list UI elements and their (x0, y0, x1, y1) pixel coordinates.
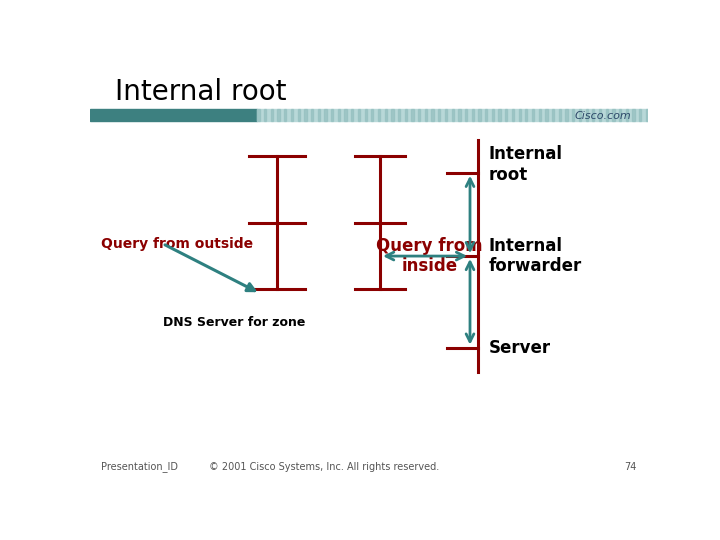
Bar (451, 109, 454, 121)
Bar (445, 109, 447, 121)
Bar (351, 109, 354, 121)
Bar (411, 109, 414, 121)
Bar (619, 109, 621, 121)
Bar (599, 109, 601, 121)
Bar (472, 109, 474, 121)
Bar (277, 109, 279, 121)
Bar (539, 109, 541, 121)
Bar (565, 109, 567, 121)
Bar (331, 109, 333, 121)
Bar (478, 109, 481, 121)
Bar (291, 109, 293, 121)
Bar (545, 109, 547, 121)
Bar (632, 109, 634, 121)
Bar (438, 109, 441, 121)
Bar (284, 109, 287, 121)
Bar (532, 109, 534, 121)
Text: Cisco.com: Cisco.com (575, 111, 631, 120)
Bar (431, 109, 433, 121)
Bar (639, 109, 642, 121)
Bar (258, 109, 260, 121)
Bar (505, 109, 508, 121)
Bar (271, 109, 273, 121)
Text: Presentation_ID: Presentation_ID (101, 461, 178, 472)
Bar (592, 109, 595, 121)
Bar (378, 109, 380, 121)
Bar (606, 109, 608, 121)
Bar (518, 109, 521, 121)
Bar (498, 109, 500, 121)
Bar (344, 109, 347, 121)
Bar (418, 109, 420, 121)
Bar (552, 109, 554, 121)
Bar (324, 109, 327, 121)
Text: © 2001 Cisco Systems, Inc. All rights reserved.: © 2001 Cisco Systems, Inc. All rights re… (210, 462, 439, 472)
Bar (559, 109, 561, 121)
Bar (358, 109, 360, 121)
Bar (646, 109, 648, 121)
Bar (392, 109, 394, 121)
Bar (297, 109, 300, 121)
Bar (465, 109, 467, 121)
Bar (492, 109, 494, 121)
Bar (305, 109, 307, 121)
Text: Internal
forwarder: Internal forwarder (489, 237, 582, 275)
Bar (526, 109, 528, 121)
Text: Internal
root: Internal root (489, 145, 563, 184)
Text: Server: Server (489, 339, 551, 356)
Text: Query from outside: Query from outside (101, 237, 253, 251)
Bar (398, 109, 400, 121)
Bar (364, 109, 366, 121)
Bar (264, 109, 266, 121)
Bar (405, 109, 407, 121)
Bar (311, 109, 313, 121)
Bar (372, 109, 374, 121)
Text: 74: 74 (624, 462, 637, 472)
Bar (384, 109, 387, 121)
Bar (612, 109, 615, 121)
Bar (458, 109, 461, 121)
Bar (90, 109, 258, 121)
Bar (425, 109, 427, 121)
Bar (579, 109, 581, 121)
Bar (626, 109, 628, 121)
Text: Internal root: Internal root (115, 78, 287, 106)
Bar (572, 109, 575, 121)
Text: DNS Server for zone: DNS Server for zone (163, 316, 305, 329)
Bar (485, 109, 487, 121)
Bar (512, 109, 514, 121)
Bar (585, 109, 588, 121)
Bar (318, 109, 320, 121)
Bar (258, 109, 648, 121)
Bar (338, 109, 340, 121)
Text: Query from
inside: Query from inside (376, 237, 482, 275)
